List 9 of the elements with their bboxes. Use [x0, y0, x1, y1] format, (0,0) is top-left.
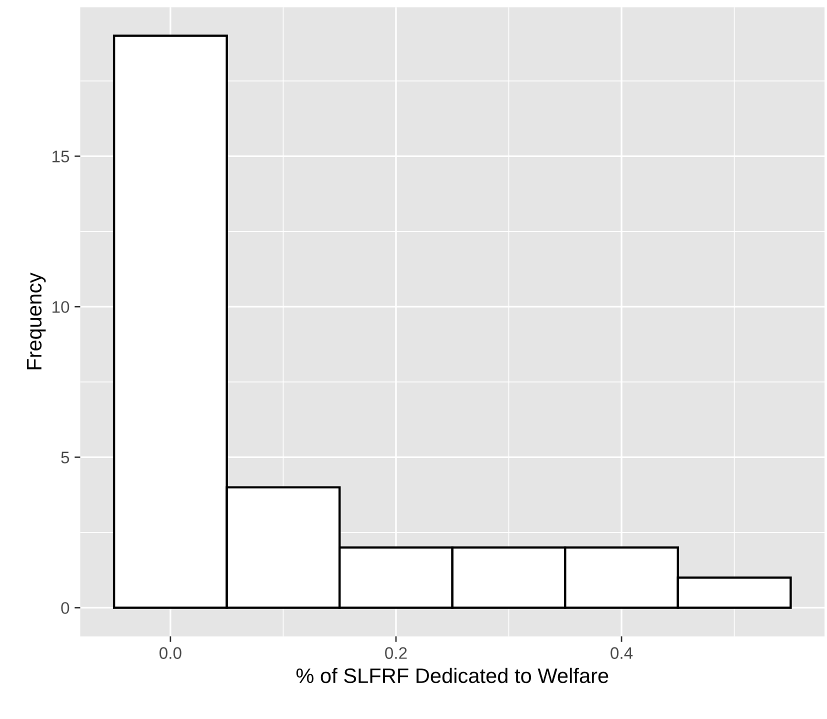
x-tick-label: 0.0 — [160, 647, 182, 659]
y-tick-label: 10 — [52, 301, 70, 313]
y-axis-title: Frequency — [27, 272, 46, 370]
y-tick-label: 15 — [52, 150, 70, 162]
y-tick-label: 5 — [61, 452, 70, 464]
x-tick-label: 0.2 — [385, 647, 407, 659]
x-axis-title: % of SLFRF Dedicated to Welfare — [296, 668, 608, 684]
y-tick-label: 0 — [61, 602, 70, 614]
x-tick-label: 0.4 — [610, 647, 633, 659]
